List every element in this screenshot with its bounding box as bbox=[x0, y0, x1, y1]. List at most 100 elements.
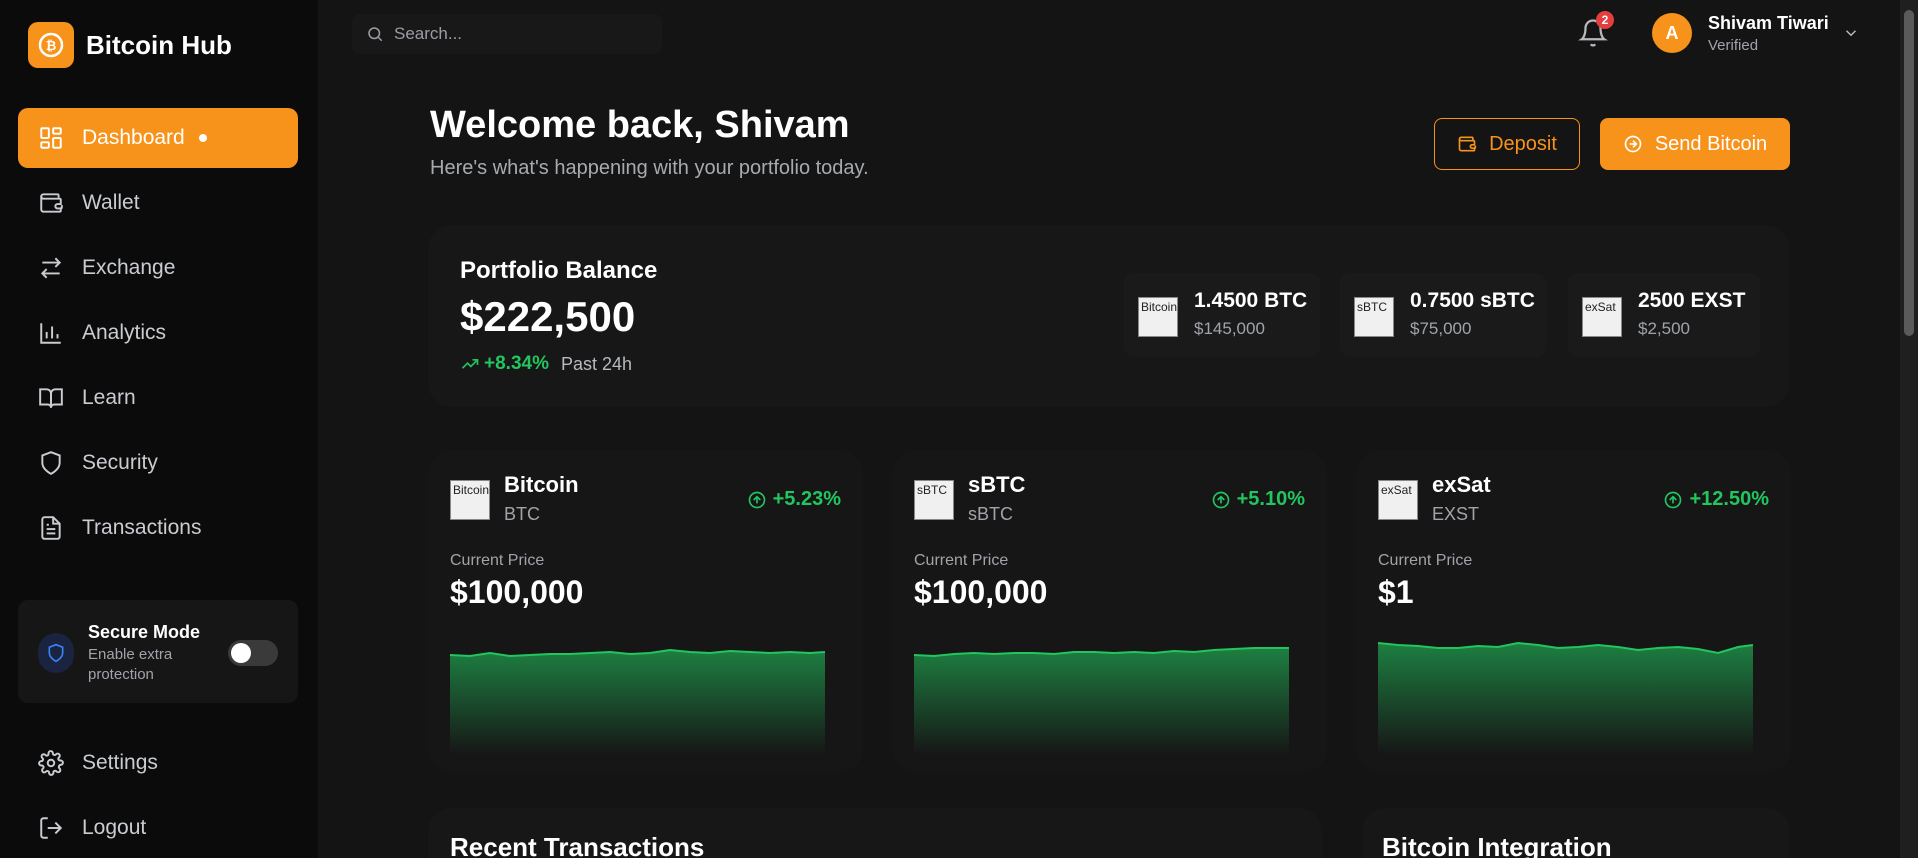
brand-name: Bitcoin Hub bbox=[86, 29, 232, 60]
arrow-up-circle-icon bbox=[1212, 491, 1229, 508]
sidebar-item-learn[interactable]: Learn bbox=[18, 368, 298, 428]
holding-btc[interactable]: Bitcoin 1.4500 BTC $145,000 bbox=[1124, 273, 1320, 357]
portfolio-card: Portfolio Balance $222,500 +8.34% Past 2… bbox=[428, 225, 1790, 407]
brand[interactable]: ₿ Bitcoin Hub bbox=[28, 22, 232, 68]
secure-mode-title: Secure Mode bbox=[88, 622, 201, 642]
coin-price: $100,000 bbox=[450, 574, 584, 610]
coin-name: sBTC bbox=[968, 472, 1026, 497]
shield-icon bbox=[41, 451, 61, 475]
coin-change: +5.10% bbox=[1211, 488, 1305, 511]
coin-symbol: EXST bbox=[1432, 504, 1480, 524]
arrow-right-circle-icon bbox=[1624, 135, 1642, 153]
wallet-icon bbox=[40, 193, 63, 213]
send-label: Send Bitcoin bbox=[1654, 132, 1768, 155]
coin-image: exSat bbox=[1378, 480, 1418, 520]
search-icon bbox=[368, 27, 383, 42]
sidebar-item-transactions[interactable]: Transactions bbox=[18, 498, 298, 558]
coin-change: +5.23% bbox=[747, 488, 841, 511]
holding-exst[interactable]: exSat 2500 EXST $2,500 bbox=[1568, 273, 1760, 357]
holding-image: sBTC bbox=[1354, 297, 1394, 337]
arrow-up-circle-icon bbox=[1665, 491, 1682, 508]
sidebar-item-analytics[interactable]: Analytics bbox=[18, 303, 298, 363]
bitcoin-logo-icon: ₿ bbox=[28, 22, 74, 68]
holding-usd: $2,500 bbox=[1638, 319, 1690, 338]
sidebar-item-exchange[interactable]: Exchange bbox=[18, 238, 298, 298]
coin-change-pct: +5.23% bbox=[772, 488, 841, 510]
topbar: 2 A Shivam Tiwari Verified bbox=[318, 0, 1900, 68]
sidebar-item-label: Exchange bbox=[82, 256, 176, 279]
sidebar-item-dashboard[interactable]: Dashboard bbox=[18, 108, 298, 168]
coin-card-bitcoin[interactable]: Bitcoin Bitcoin BTC +5.23% Current Price… bbox=[428, 450, 863, 772]
user-name[interactable]: Shivam Tiwari bbox=[1708, 13, 1829, 33]
sidebar-item-wallet[interactable]: Wallet bbox=[18, 173, 298, 233]
trending-up-icon bbox=[461, 359, 479, 369]
shield-icon bbox=[38, 633, 74, 673]
scrollbar-thumb[interactable] bbox=[1904, 10, 1914, 336]
portfolio-change-pct: +8.34% bbox=[484, 353, 549, 374]
coin-image: Bitcoin bbox=[450, 480, 490, 520]
avatar[interactable]: A bbox=[1652, 13, 1692, 53]
holding-amount: 1.4500 BTC bbox=[1194, 289, 1308, 312]
search-box bbox=[352, 14, 662, 54]
portfolio-change-period: Past 24h bbox=[560, 353, 633, 374]
toggle-knob bbox=[231, 643, 251, 663]
price-label: Current Price bbox=[450, 552, 545, 569]
exchange-icon bbox=[40, 257, 62, 279]
sidebar-item-label: Learn bbox=[82, 386, 136, 409]
sidebar-item-label: Analytics bbox=[82, 321, 167, 344]
secure-mode-subtitle: Enable extra protection bbox=[88, 646, 173, 683]
bitcoin-integration-card: Bitcoin Integration bbox=[1362, 808, 1790, 858]
coin-name: Bitcoin bbox=[504, 472, 579, 497]
coin-price: $100,000 bbox=[914, 574, 1048, 610]
holding-usd: $75,000 bbox=[1410, 319, 1472, 338]
coin-change: +12.50% bbox=[1663, 488, 1769, 511]
recent-transactions-title: Recent Transactions bbox=[450, 832, 705, 858]
sidebar-item-label: Dashboard bbox=[82, 126, 185, 149]
search-input[interactable] bbox=[394, 24, 644, 44]
svg-text:₿: ₿ bbox=[46, 38, 57, 53]
dashboard-icon bbox=[40, 127, 62, 149]
holding-sbtc[interactable]: sBTC 0.7500 sBTC $75,000 bbox=[1340, 273, 1546, 357]
wallet-icon bbox=[1458, 136, 1477, 152]
analytics-icon bbox=[40, 323, 61, 344]
sidebar-item-settings[interactable]: Settings bbox=[18, 733, 298, 793]
active-indicator bbox=[198, 134, 207, 142]
portfolio-balance: $222,500 bbox=[460, 293, 636, 340]
holding-amount: 2500 EXST bbox=[1638, 289, 1746, 312]
holding-image: exSat bbox=[1582, 297, 1622, 337]
deposit-button[interactable]: Deposit bbox=[1434, 118, 1580, 170]
sidebar-item-logout[interactable]: Logout bbox=[18, 798, 298, 858]
chevron-down-icon[interactable] bbox=[1842, 24, 1860, 42]
sidebar-item-label: Security bbox=[82, 451, 158, 474]
price-label: Current Price bbox=[914, 552, 1009, 569]
holding-usd: $145,000 bbox=[1194, 319, 1265, 338]
scrollbar[interactable] bbox=[1900, 0, 1918, 858]
notification-badge: 2 bbox=[1596, 11, 1614, 29]
bell-icon[interactable] bbox=[1578, 18, 1608, 48]
coin-card-exsat[interactable]: exSat exSat EXST +12.50% Current Price $… bbox=[1356, 450, 1791, 772]
arrow-up-circle-icon bbox=[748, 491, 765, 508]
coin-change-pct: +12.50% bbox=[1689, 488, 1769, 510]
sidebar-item-label: Transactions bbox=[82, 516, 202, 539]
holding-image: Bitcoin bbox=[1138, 297, 1178, 337]
gear-icon bbox=[38, 750, 64, 776]
secure-mode-toggle[interactable] bbox=[228, 640, 278, 666]
sidebar-item-label: Settings bbox=[82, 751, 158, 774]
book-icon bbox=[39, 388, 63, 408]
sparkline-chart bbox=[450, 648, 825, 755]
portfolio-title: Portfolio Balance bbox=[460, 257, 658, 284]
sidebar-item-security[interactable]: Security bbox=[18, 433, 298, 493]
portfolio-change: +8.34% Past 24h bbox=[460, 353, 632, 375]
document-icon bbox=[41, 516, 61, 540]
holding-amount: 0.7500 sBTC bbox=[1410, 289, 1535, 312]
coin-symbol: sBTC bbox=[968, 504, 1013, 524]
sidebar: ₿ Bitcoin Hub Dashboard Wallet Exchange … bbox=[0, 0, 318, 858]
coin-change-pct: +5.10% bbox=[1236, 488, 1305, 510]
deposit-label: Deposit bbox=[1489, 132, 1557, 155]
sidebar-bottom-nav: Settings Logout bbox=[18, 733, 298, 858]
coin-card-sbtc[interactable]: sBTC sBTC sBTC +5.10% Current Price $100… bbox=[892, 450, 1327, 772]
logout-icon bbox=[40, 817, 63, 839]
coin-symbol: BTC bbox=[504, 504, 540, 524]
send-bitcoin-button[interactable]: Send Bitcoin bbox=[1600, 118, 1790, 170]
coin-image: sBTC bbox=[914, 480, 954, 520]
